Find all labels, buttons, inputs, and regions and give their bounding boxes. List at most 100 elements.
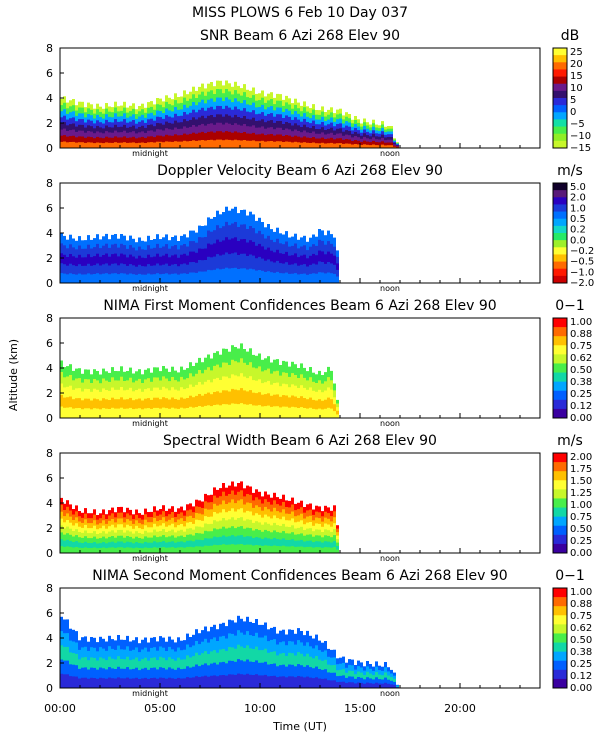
heatmap-cell [111, 530, 114, 537]
heatmap-cell [108, 677, 111, 689]
heatmap-cell [180, 128, 183, 136]
heatmap-cell [237, 269, 240, 284]
heatmap-cell [246, 133, 249, 142]
heatmap-cell [249, 376, 252, 391]
heatmap-cell [168, 371, 171, 382]
heatmap-cell [306, 528, 309, 536]
heatmap-cell [369, 130, 372, 134]
heatmap-cell [141, 659, 144, 670]
y-tick-label: 0 [46, 547, 53, 560]
heatmap-field [60, 343, 339, 419]
heatmap-cell [144, 525, 147, 532]
heatmap-cell [339, 663, 342, 671]
heatmap-cell [162, 246, 165, 257]
heatmap-cell [240, 133, 243, 141]
heatmap-cell [360, 667, 363, 674]
heatmap-cell [150, 532, 153, 538]
heatmap-cell [123, 678, 126, 689]
heatmap-cell [297, 515, 300, 523]
heatmap-cell [171, 237, 174, 247]
heatmap-cell [240, 526, 243, 536]
heatmap-cell [390, 131, 393, 135]
heatmap-cell [309, 138, 312, 144]
heatmap-cell [96, 519, 99, 525]
heatmap-cell [234, 206, 237, 223]
colorbar-swatch [553, 204, 567, 212]
heatmap-cell [321, 669, 324, 680]
colorbar-swatch [553, 336, 567, 346]
heatmap-cell [147, 651, 150, 662]
heatmap-cell [225, 495, 228, 505]
heatmap-cell [66, 274, 69, 284]
heatmap-cell [357, 137, 360, 142]
heatmap-cell [162, 397, 165, 409]
heatmap-cell [204, 369, 207, 383]
heatmap-cell [66, 533, 69, 541]
heatmap-cell [348, 664, 351, 672]
heatmap-cell [93, 143, 96, 149]
heatmap-cell [156, 116, 159, 124]
heatmap-cell [159, 520, 162, 526]
heatmap-cell [309, 237, 312, 248]
heatmap-cell [237, 362, 240, 377]
heatmap-cell [117, 518, 120, 525]
heatmap-cell [234, 536, 237, 546]
heatmap-cell [120, 678, 123, 689]
x-tick-label: 05:00 [144, 702, 176, 715]
heatmap-cell [303, 387, 306, 399]
heatmap-cell [363, 683, 366, 689]
heatmap-cell [390, 673, 393, 678]
heatmap-cell [300, 111, 303, 117]
heatmap-cell [390, 145, 393, 149]
heatmap-cell [204, 675, 207, 689]
colorbar-frame [552, 452, 568, 554]
heatmap-cell [264, 635, 267, 650]
heatmap-cell [192, 376, 195, 388]
colorbar-swatch [553, 408, 567, 419]
heatmap-cell [78, 107, 81, 114]
heatmap-cell [237, 483, 240, 493]
heatmap-cell [375, 677, 378, 684]
colorbar-label: 1.00 [570, 317, 592, 328]
heatmap-cell [195, 506, 198, 514]
heatmap-cell [156, 542, 159, 549]
heatmap-cell [264, 115, 267, 123]
heatmap-cell [144, 667, 147, 679]
heatmap-cell [309, 677, 312, 689]
heatmap-cell [168, 519, 171, 526]
colorbar-label: 0.00 [570, 413, 592, 424]
heatmap-cell [186, 246, 189, 257]
heatmap-cell [204, 638, 207, 652]
heatmap-cell [183, 112, 186, 120]
heatmap-cell [168, 97, 171, 105]
heatmap-cell [162, 535, 165, 542]
heatmap-cell [192, 677, 195, 689]
heatmap-cell [156, 521, 159, 527]
heatmap-cell [225, 105, 228, 115]
heatmap-cell [222, 535, 225, 545]
colorbar-unit: dB [561, 28, 580, 44]
heatmap-cell [324, 143, 327, 149]
heatmap-cell [231, 86, 234, 95]
colorbar-swatch [553, 197, 567, 205]
heatmap-cell [375, 145, 378, 149]
heatmap-cell [162, 273, 165, 284]
heatmap-cell [378, 125, 381, 129]
heatmap-cell [285, 95, 288, 103]
heatmap-cell [111, 397, 114, 409]
heatmap-cell [303, 113, 306, 120]
heatmap-cell [285, 372, 288, 385]
heatmap-cell [84, 248, 87, 258]
heatmap-cell [390, 677, 393, 682]
colorbar-swatch [553, 615, 567, 625]
heatmap-cell [300, 546, 303, 554]
heatmap-cell [144, 241, 147, 251]
heatmap-cell [201, 260, 204, 273]
heatmap-cell [207, 107, 210, 117]
heatmap-cell [96, 642, 99, 652]
heatmap-cell [207, 392, 210, 406]
heatmap-cell [144, 112, 147, 119]
heatmap-cell [318, 650, 321, 661]
heatmap-cell [117, 635, 120, 647]
heatmap-cell [234, 347, 237, 362]
